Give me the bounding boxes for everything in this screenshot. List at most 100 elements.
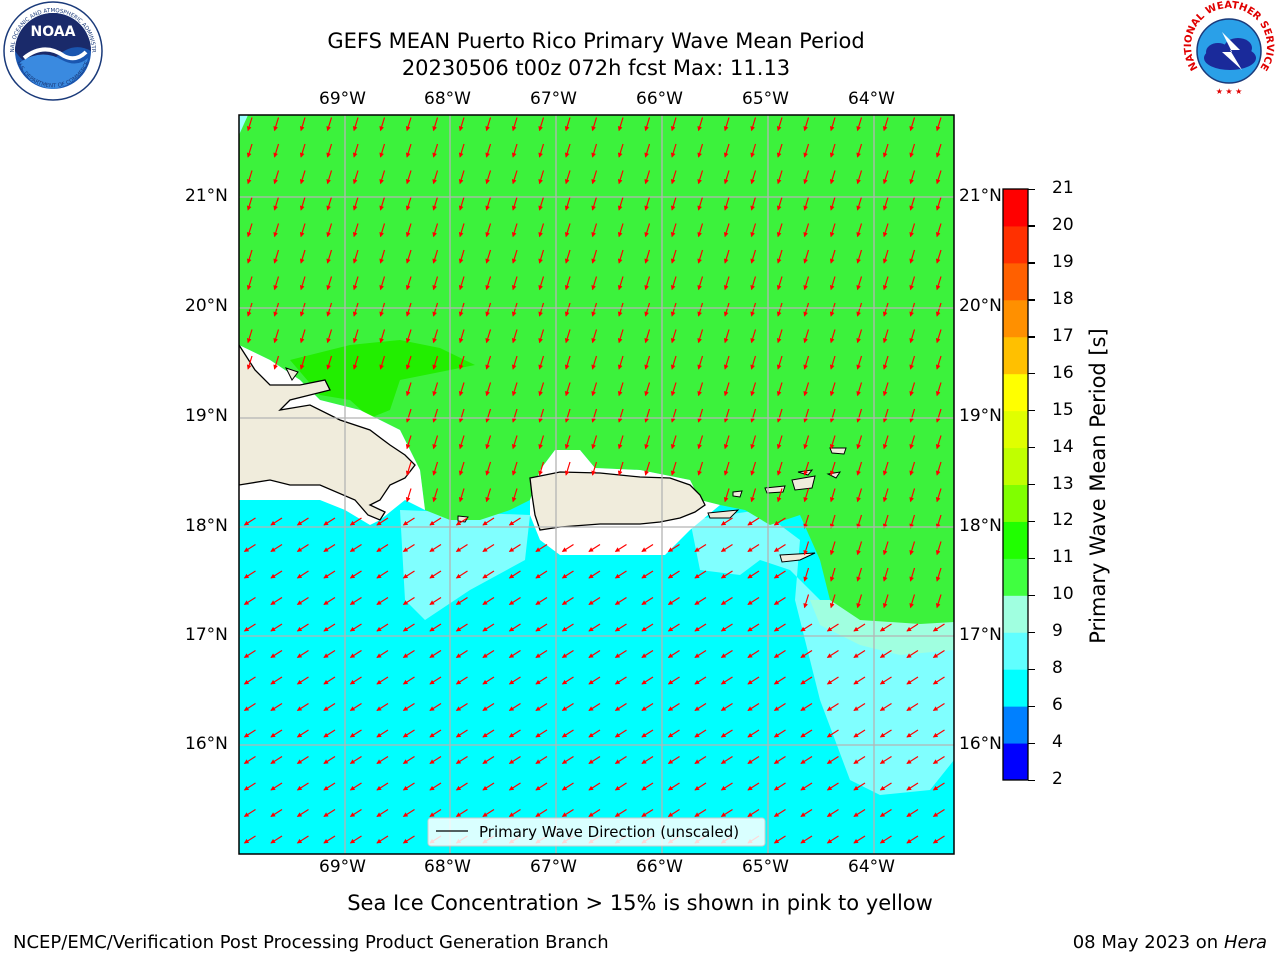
wave-arrow (588, 729, 601, 738)
wave-arrow (697, 276, 704, 291)
wave-arrow (853, 702, 866, 712)
wave-arrow (617, 435, 624, 450)
wave-arrow (485, 196, 492, 211)
wave-arrow (909, 170, 916, 185)
wave-arrow (482, 676, 495, 685)
wave-arrow (723, 435, 730, 450)
wave-arrow (723, 408, 730, 423)
wave-arrow (803, 143, 810, 158)
wave-arrow (670, 435, 677, 450)
wave-arrow (882, 382, 889, 397)
wave-arrow (935, 488, 942, 503)
wave-arrow (800, 649, 813, 659)
wave-arrow (458, 143, 465, 158)
wave-arrow (561, 729, 574, 738)
wave-arrow (720, 543, 733, 553)
wave-arrow (853, 676, 866, 685)
wave-arrow (432, 382, 439, 397)
wave-arrow (932, 808, 945, 818)
wave-arrow (564, 249, 571, 264)
lon-label-top: 68°W (424, 89, 471, 109)
wave-arrow (379, 170, 386, 185)
wave-arrow (270, 517, 283, 526)
wave-arrow (588, 543, 601, 553)
wave-arrow (667, 782, 680, 791)
wave-arrow (935, 541, 942, 556)
wave-arrow (879, 623, 892, 632)
wave-arrow (723, 143, 730, 158)
wave-arrow (299, 143, 306, 158)
wave-arrow (667, 755, 680, 765)
colorbar-tick-mark (1028, 373, 1035, 375)
wave-arrow (323, 835, 336, 844)
wave-arrow (617, 302, 624, 317)
wave-arrow (561, 702, 574, 712)
wave-arrow (829, 355, 836, 370)
wave-arrow (694, 808, 707, 818)
wave-arrow (511, 143, 518, 158)
wave-arrow (299, 170, 306, 185)
wave-arrow (670, 382, 677, 397)
wave-arrow (299, 329, 306, 344)
wave-arrow (485, 302, 492, 317)
wave-arrow (455, 702, 468, 712)
wave-arrow (723, 382, 730, 397)
wave-arrow (246, 223, 253, 238)
wave-arrow (776, 170, 783, 185)
wave-arrow (776, 435, 783, 450)
wave-arrow (909, 567, 916, 582)
wave-arrow (432, 302, 439, 317)
wave-arrow (243, 596, 256, 606)
wave-arrow (829, 249, 836, 264)
colorbar-tick-mark (1028, 742, 1035, 744)
wave-arrow (773, 543, 786, 553)
wave-arrow (644, 329, 651, 344)
lat-label-left: 18°N (185, 516, 228, 536)
wave-arrow (379, 196, 386, 211)
wave-arrow (614, 649, 627, 659)
wave-arrow (803, 567, 810, 582)
colorbar-segment (1003, 558, 1028, 596)
wave-arrow (614, 729, 627, 738)
wave-arrow (694, 676, 707, 685)
wave-arrow (697, 329, 704, 344)
svg-text:NOAA: NOAA (31, 24, 76, 40)
wave-arrow (747, 596, 760, 606)
colorbar-tick-label: 13 (1052, 473, 1074, 494)
colorbar-tick-mark (1028, 447, 1035, 449)
wave-arrow (803, 170, 810, 185)
wave-arrow (273, 249, 280, 264)
wave-arrow (352, 143, 359, 158)
wave-arrow (803, 514, 810, 529)
colorbar-tick-mark (1028, 779, 1035, 781)
wave-arrow (349, 517, 362, 526)
wave-arrow (591, 276, 598, 291)
wave-arrow (935, 514, 942, 529)
wave-arrow (323, 808, 336, 818)
colorbar-tick-label: 6 (1052, 695, 1063, 716)
wave-arrow (747, 623, 760, 632)
wave-arrow (644, 435, 651, 450)
wave-arrow (803, 382, 810, 397)
wave-arrow (323, 755, 336, 765)
wave-arrow (429, 782, 442, 791)
wave-arrow (856, 408, 863, 423)
wave-arrow (750, 302, 757, 317)
wave-arrow (402, 596, 415, 606)
wave-arrow (723, 461, 730, 476)
wave-arrow (800, 782, 813, 791)
wave-arrow (432, 143, 439, 158)
lon-label-bottom: 64°W (848, 857, 895, 877)
wave-arrow (750, 249, 757, 264)
wave-arrow (299, 196, 306, 211)
wave-arrow (670, 329, 677, 344)
wave-arrow (641, 702, 654, 712)
wave-arrow (432, 461, 439, 476)
wave-arrow (270, 623, 283, 632)
colorbar-segment (1003, 225, 1028, 264)
wave-arrow (402, 676, 415, 685)
wave-arrow (879, 808, 892, 818)
wave-arrow (803, 117, 810, 132)
wave-arrow (670, 355, 677, 370)
wave-arrow (882, 223, 889, 238)
